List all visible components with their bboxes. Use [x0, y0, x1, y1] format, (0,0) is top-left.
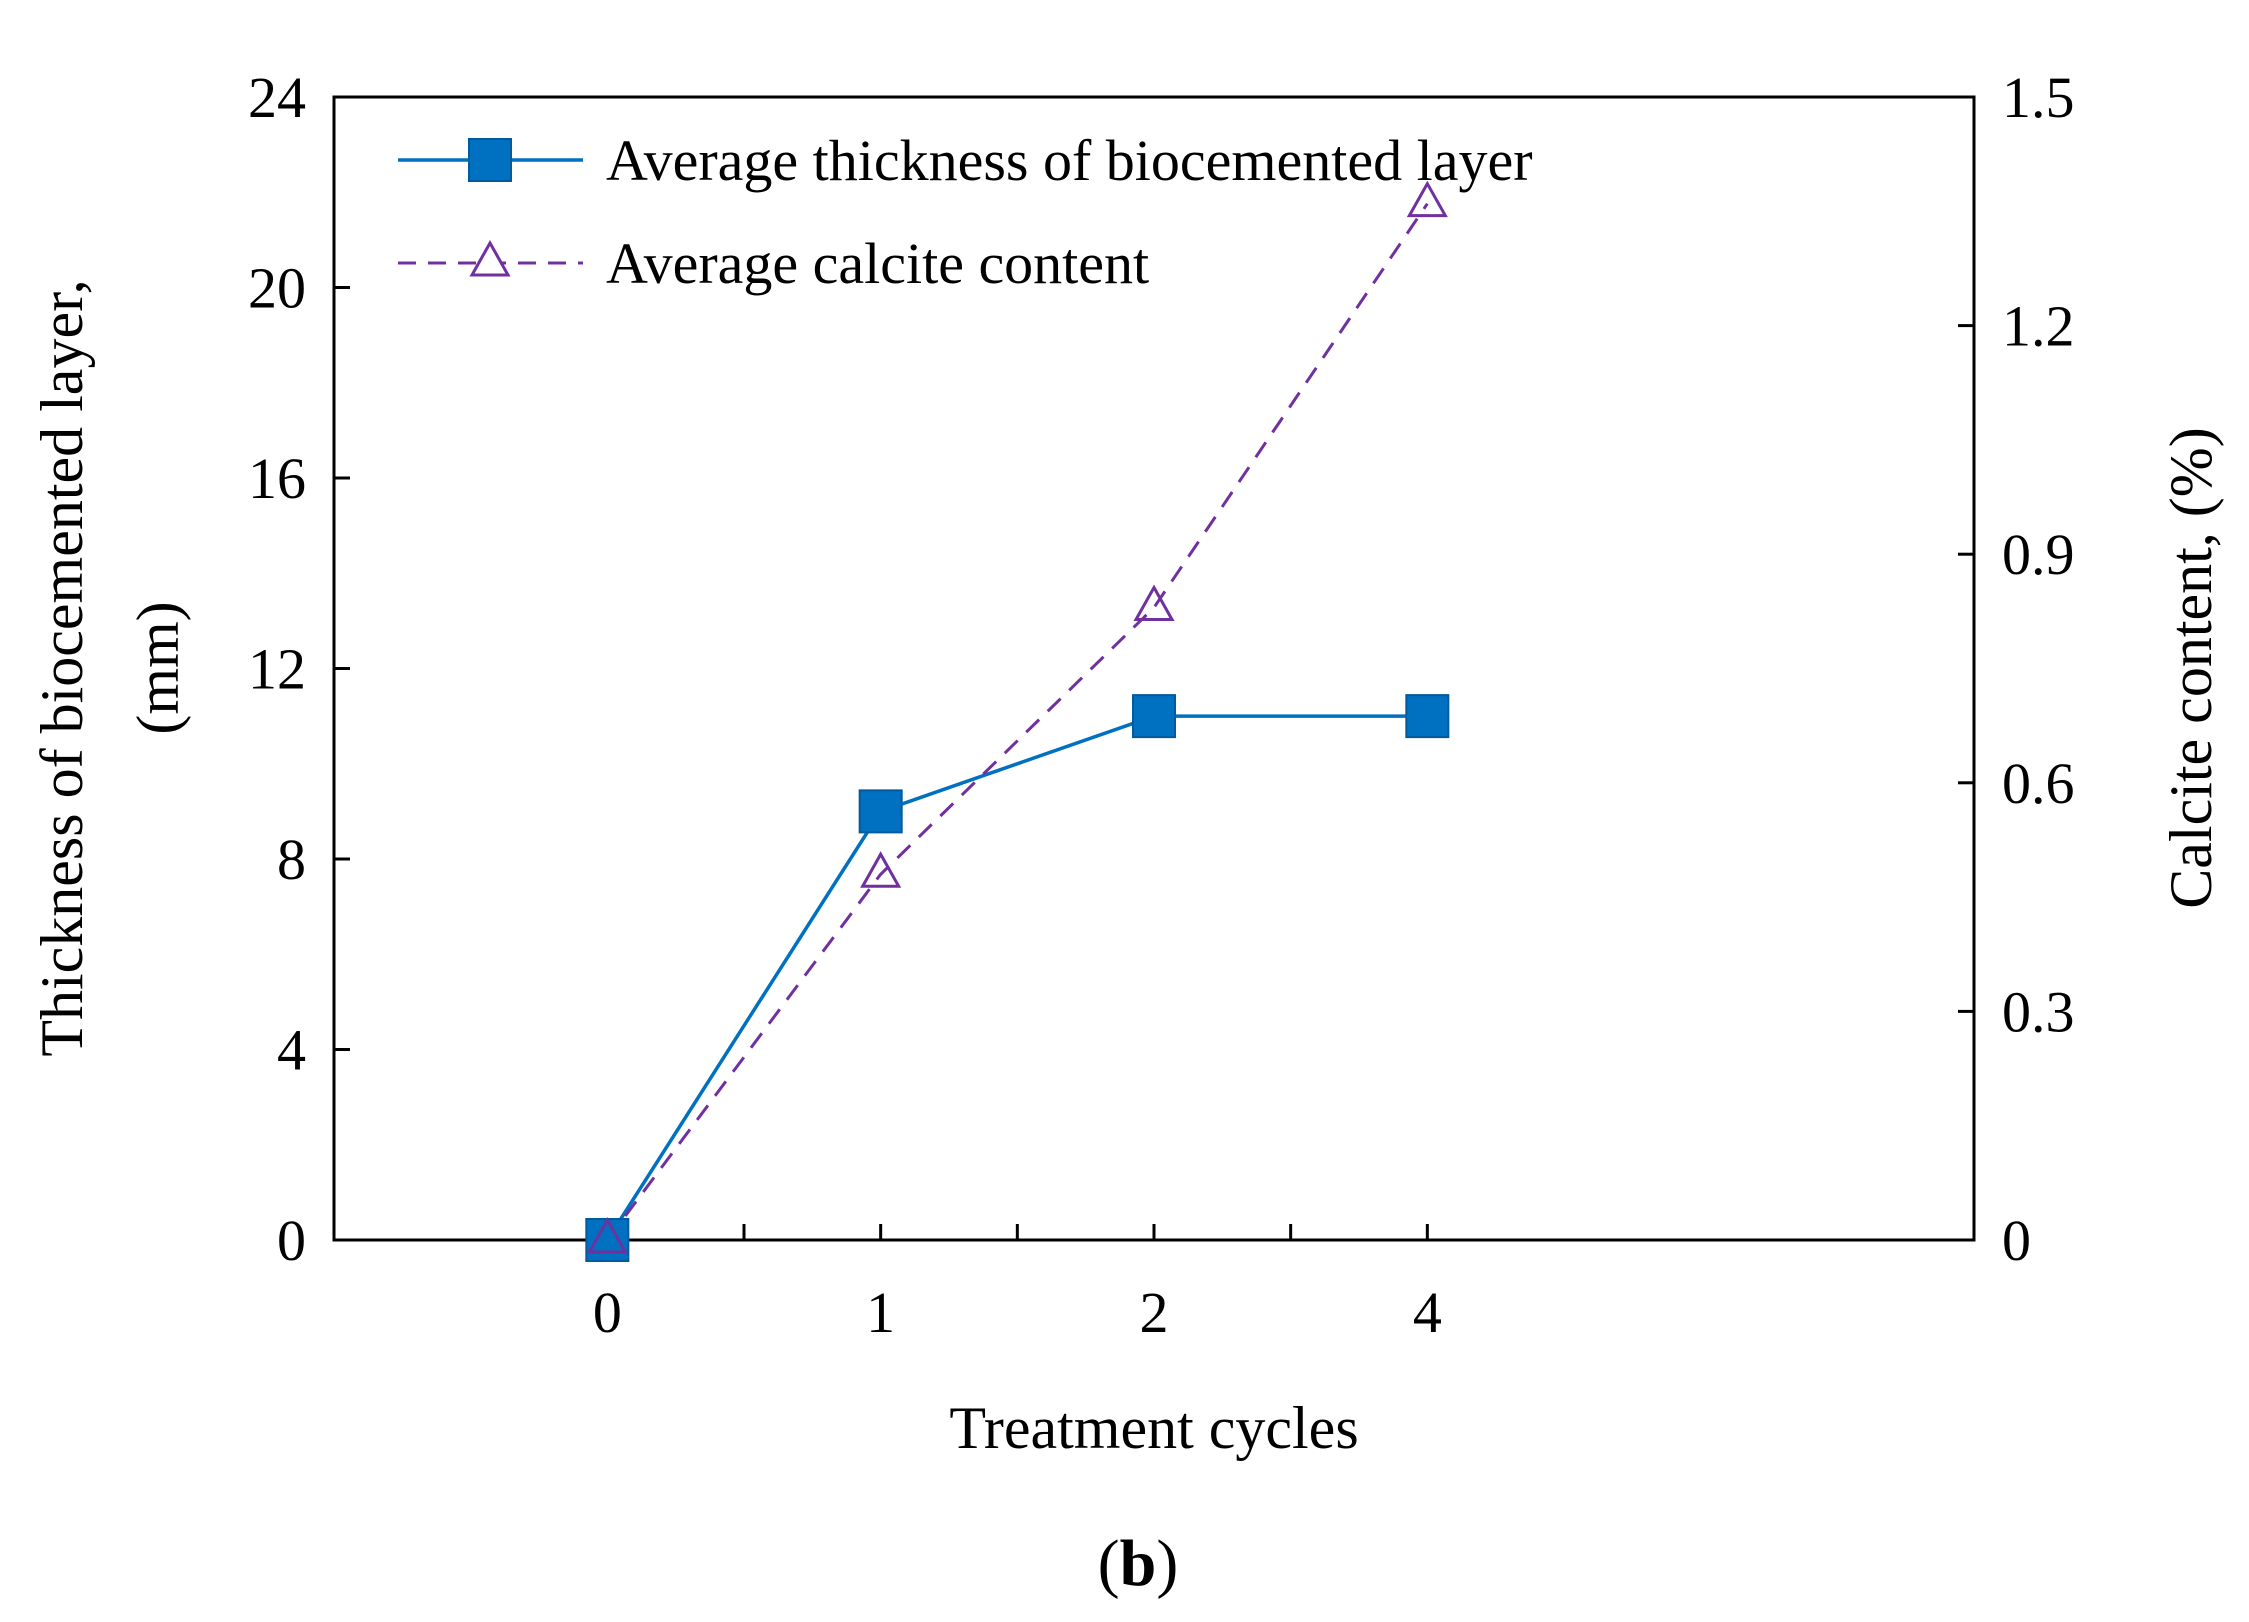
left-axis-title-line2: (mm) [125, 601, 191, 734]
thickness-point [1405, 694, 1450, 739]
right-tick-label: 0 [2002, 1208, 2031, 1273]
series-line-thickness [605, 714, 1428, 1241]
calcite-point [1133, 584, 1175, 622]
legend-label-thickness: Average thickness of biocemented layer [606, 128, 1533, 193]
legend: Average thickness of biocemented layer A… [398, 128, 1533, 296]
thickness-point [585, 1218, 630, 1262]
right-tick-label: 1.2 [2002, 294, 2075, 359]
left-tick-label: 0 [277, 1208, 306, 1273]
left-tick-label: 12 [248, 637, 306, 702]
x-axis-ticks: 0 1 2 4 [593, 1224, 1442, 1345]
panel-label-letter: b [1120, 1527, 1157, 1600]
panel-label-open: ( [1098, 1527, 1120, 1600]
right-tick-label: 1.5 [2002, 65, 2075, 130]
plot-frame [332, 95, 1976, 1242]
x-tick-label: 4 [1413, 1280, 1442, 1345]
calcite-point [1406, 180, 1448, 218]
x-axis-title: Treatment cycles [949, 1395, 1358, 1461]
thickness-point [858, 789, 903, 834]
left-tick-label: 20 [248, 256, 306, 321]
x-tick-label: 0 [593, 1280, 622, 1345]
left-tick-label: 24 [248, 65, 306, 130]
left-tick-label: 4 [277, 1018, 306, 1083]
legend-label-calcite: Average calcite content [606, 231, 1149, 296]
panel-label-close: ) [1156, 1527, 1178, 1600]
panel-label: (b) [1098, 1527, 1179, 1600]
right-tick-label: 0.6 [2002, 751, 2075, 816]
left-tick-label: 8 [277, 827, 306, 892]
left-tick-label: 16 [248, 446, 306, 511]
left-axis-title-line1: Thickness of biocemented layer, [29, 279, 95, 1056]
x-tick-label: 2 [1140, 1280, 1169, 1345]
right-axis-ticks: 0 0.3 0.6 0.9 1.2 1.5 [1958, 65, 2075, 1273]
right-tick-label: 0.9 [2002, 522, 2075, 587]
calcite-point [860, 851, 902, 888]
series-line-calcite [606, 202, 1429, 1241]
thickness-point [1132, 694, 1176, 739]
right-tick-label: 0.3 [2002, 979, 2075, 1044]
series-layer [585, 180, 1450, 1262]
calcite-point [586, 1216, 628, 1254]
legend-marker-thickness [468, 138, 512, 182]
right-axis-title: Calcite content, (%) [2158, 427, 2224, 908]
left-axis-ticks: 0 4 8 12 16 20 24 [248, 65, 350, 1273]
legend-marker-calcite [469, 239, 511, 277]
x-tick-label: 1 [866, 1280, 895, 1345]
